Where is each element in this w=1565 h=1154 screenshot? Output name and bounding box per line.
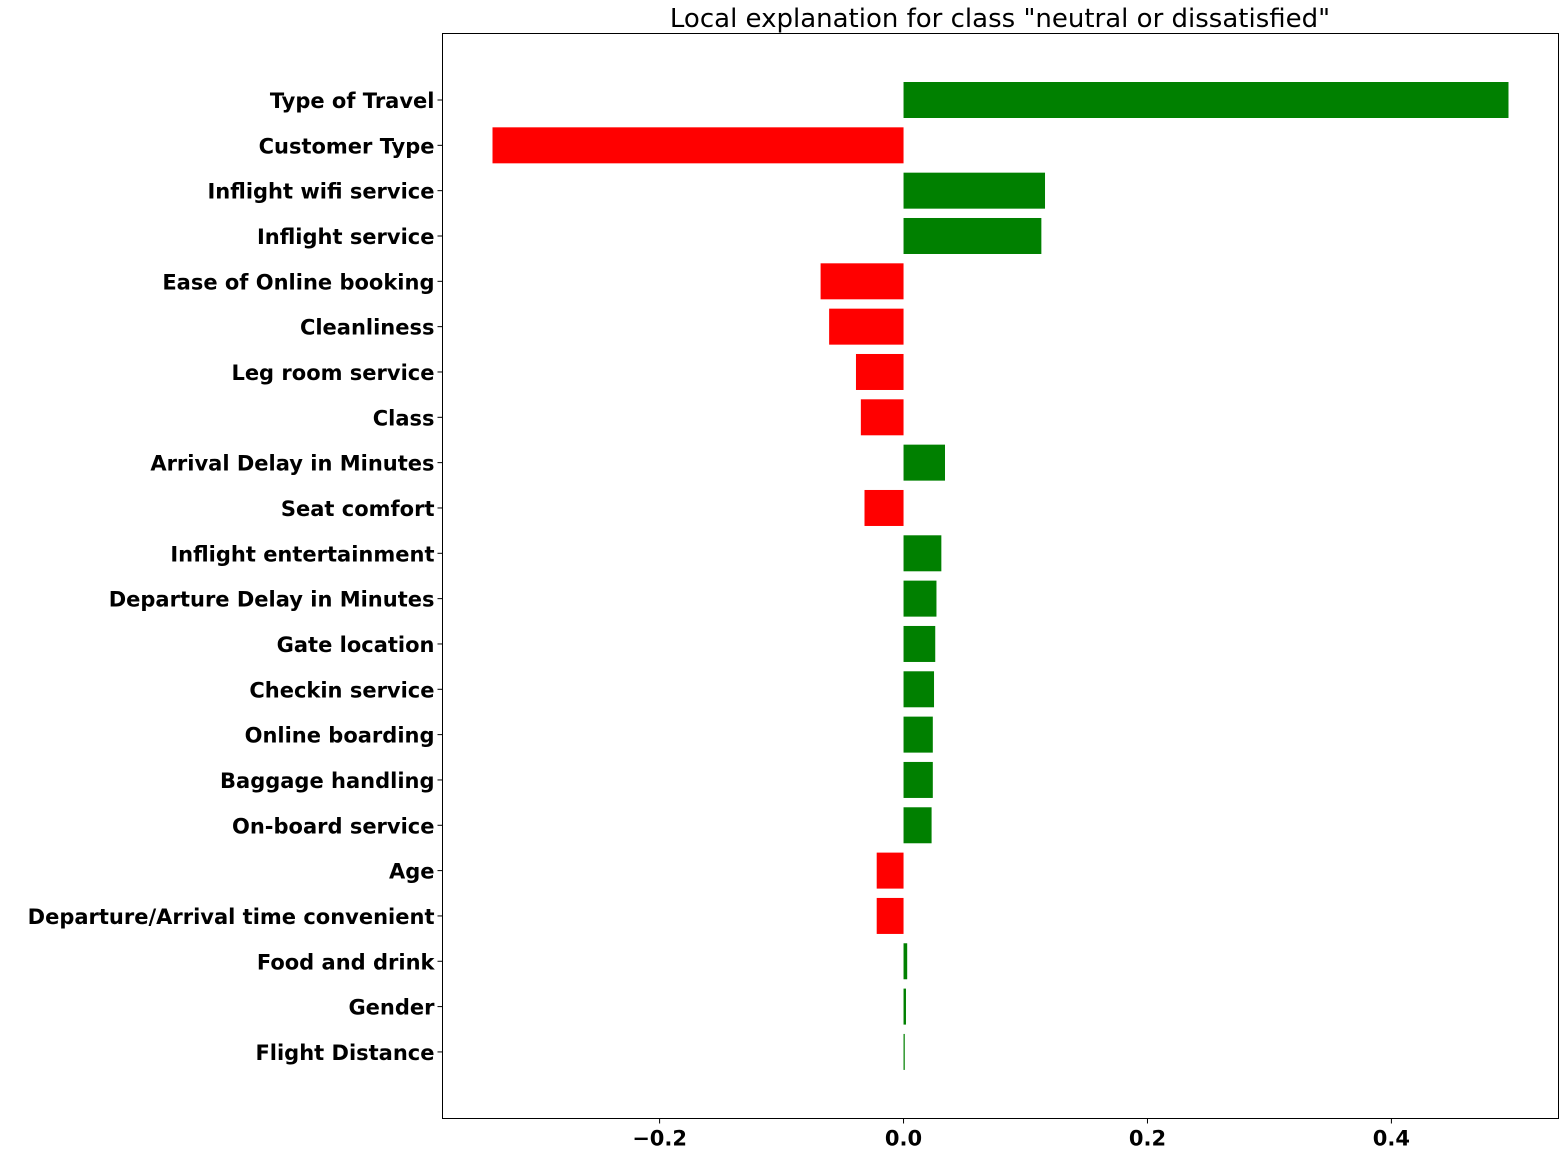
bar-arrival-delay-in-minutes — [903, 444, 946, 481]
y-tick-label-inflight-wifi-service: Inflight wifi service — [207, 180, 434, 204]
y-tick-label-class: Class — [373, 406, 435, 430]
y-tick-label-ease-of-online-booking: Ease of Online booking — [162, 270, 434, 294]
bar-checkin-service — [903, 671, 935, 708]
plot-frame — [442, 33, 1559, 1119]
bar-customer-type — [492, 127, 904, 164]
bar-inflight-wifi-service — [903, 172, 1046, 209]
bar-class — [860, 399, 904, 436]
bar-baggage-handling — [903, 761, 933, 798]
y-tick-label-arrival-delay-in-minutes: Arrival Delay in Minutes — [150, 452, 434, 476]
bars-group — [492, 82, 1509, 1070]
y-tick-label-departure-delay-in-minutes: Departure Delay in Minutes — [109, 588, 435, 612]
x-ticks: −0.2 0.0 0.2 0.4 — [632, 1118, 1410, 1151]
y-tick-label-leg-room-service: Leg room service — [231, 361, 434, 385]
y-tick-label-departure-arrival-time-convenient: Departure/Arrival time convenient — [28, 905, 435, 929]
y-tick-label-seat-comfort: Seat comfort — [281, 497, 435, 521]
x-tick-label: −0.2 — [632, 1127, 687, 1151]
bar-seat-comfort — [864, 489, 904, 526]
y-tick-label-baggage-handling: Baggage handling — [220, 769, 434, 793]
chart-title: Local explanation for class "neutral or … — [670, 4, 1330, 34]
bar-gender — [903, 988, 906, 1025]
y-tick-label-flight-distance: Flight Distance — [255, 1041, 434, 1065]
x-tick-label: 0.4 — [1373, 1127, 1410, 1151]
bar-departure-arrival-time-convenient — [876, 897, 904, 934]
y-tick-label-gender: Gender — [348, 996, 435, 1020]
bar-inflight-service — [903, 217, 1042, 254]
y-tick-label-type-of-travel: Type of Travel — [270, 89, 435, 113]
bar-ease-of-online-booking — [820, 263, 904, 300]
bar-cleanliness — [829, 308, 904, 345]
bar-inflight-entertainment — [903, 535, 942, 572]
x-tick-label: 0.0 — [885, 1127, 922, 1151]
bar-on-board-service — [903, 807, 932, 844]
bar-gate-location — [903, 625, 936, 662]
y-tick-label-gate-location: Gate location — [277, 633, 435, 657]
bar-type-of-travel — [903, 82, 1509, 118]
y-tick-label-food-and-drink: Food and drink — [257, 950, 436, 974]
y-tick-label-online-boarding: Online boarding — [245, 724, 435, 748]
y-tick-label-cleanliness: Cleanliness — [300, 316, 435, 340]
x-tick-label: 0.2 — [1129, 1127, 1166, 1151]
y-tick-labels: Type of Travel Customer Type Inflight wifi… — [28, 89, 443, 1065]
bar-age — [876, 852, 904, 889]
bar-leg-room-service — [855, 353, 904, 390]
y-tick-label-inflight-entertainment: Inflight entertainment — [170, 542, 434, 566]
y-tick-label-customer-type: Customer Type — [259, 134, 435, 158]
y-tick-label-age: Age — [389, 860, 435, 884]
y-tick-label-inflight-service: Inflight service — [257, 225, 435, 249]
y-tick-label-checkin-service: Checkin service — [249, 678, 434, 702]
bar-departure-delay-in-minutes — [903, 580, 937, 617]
bar-food-and-drink — [903, 943, 908, 980]
y-tick-label-on-board-service: On-board service — [232, 814, 435, 838]
bar-online-boarding — [903, 716, 933, 753]
bar-flight-distance — [903, 1033, 905, 1070]
